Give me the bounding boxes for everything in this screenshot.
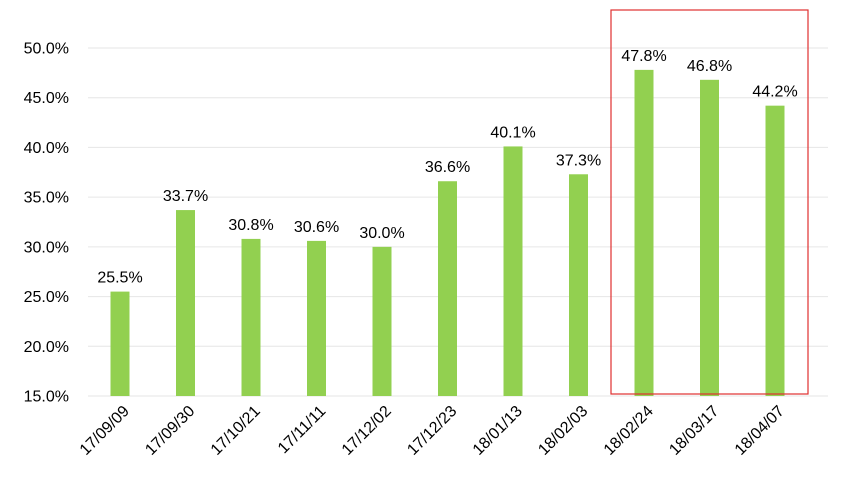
bar bbox=[438, 181, 457, 396]
x-tick-label: 18/02/03 bbox=[535, 403, 591, 459]
data-label: 37.3% bbox=[556, 152, 601, 169]
x-tick-label: 18/03/17 bbox=[666, 403, 722, 459]
data-label: 25.5% bbox=[97, 270, 142, 287]
data-labels: 25.5% 33.7% 30.8% 30.6% 30.0% 36.6% 40.1% 37.3%… bbox=[97, 48, 797, 287]
data-label: 30.8% bbox=[228, 217, 273, 234]
x-tick-label: 18/02/24 bbox=[601, 403, 657, 459]
data-label: 47.8% bbox=[621, 48, 666, 65]
data-label: 30.0% bbox=[359, 225, 404, 242]
bar bbox=[503, 146, 523, 396]
data-label: 30.6% bbox=[294, 219, 339, 236]
bar bbox=[110, 291, 130, 396]
bar bbox=[372, 246, 392, 396]
x-axis-ticks: 17/09/09 17/09/30 17/10/21 17/11/11 17/12/02… bbox=[77, 403, 788, 459]
data-label: 33.7% bbox=[163, 188, 208, 205]
y-tick-label: 25.0% bbox=[24, 289, 69, 306]
bar bbox=[241, 238, 261, 396]
highlight-box bbox=[610, 9, 809, 395]
bar bbox=[765, 105, 785, 396]
data-label: 40.1% bbox=[490, 124, 535, 141]
data-label: 46.8% bbox=[687, 58, 732, 75]
y-tick-label: 40.0% bbox=[24, 140, 69, 157]
highlight-rectangle bbox=[610, 9, 809, 395]
data-label: 44.2% bbox=[752, 84, 797, 101]
y-tick-label: 30.0% bbox=[24, 239, 69, 256]
x-tick-label: 17/09/09 bbox=[77, 403, 133, 459]
bar bbox=[569, 174, 588, 396]
y-tick-label: 15.0% bbox=[24, 389, 69, 406]
y-tick-label: 50.0% bbox=[24, 41, 69, 58]
bar bbox=[176, 210, 195, 396]
y-tick-label: 20.0% bbox=[24, 339, 69, 356]
x-tick-label: 17/12/23 bbox=[404, 403, 460, 459]
y-tick-label: 45.0% bbox=[24, 90, 69, 107]
x-tick-label: 17/09/30 bbox=[142, 403, 198, 459]
data-label: 36.6% bbox=[425, 159, 470, 176]
bar bbox=[307, 240, 326, 396]
x-tick-label: 18/04/07 bbox=[732, 403, 788, 459]
gridlines bbox=[88, 47, 828, 397]
y-tick-label: 35.0% bbox=[24, 190, 69, 207]
bars bbox=[110, 69, 785, 397]
x-tick-label: 17/11/11 bbox=[275, 403, 329, 457]
x-tick-label: 17/12/02 bbox=[339, 403, 395, 459]
bar bbox=[700, 79, 719, 397]
bar bbox=[634, 69, 654, 397]
x-tick-label: 17/10/21 bbox=[208, 403, 264, 459]
y-axis-ticks: 15.0% 20.0% 25.0% 30.0% 35.0% 40.0% 45.0% 50.0% bbox=[24, 41, 69, 406]
x-tick-label: 18/01/13 bbox=[470, 403, 526, 459]
